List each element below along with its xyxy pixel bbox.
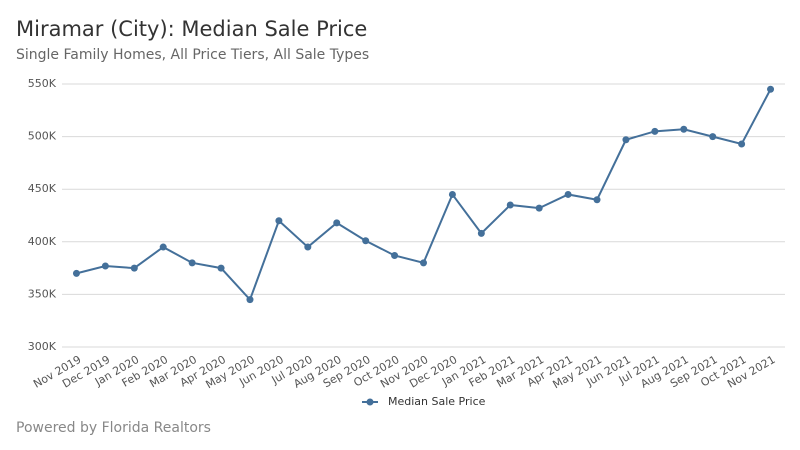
data-point <box>622 136 630 144</box>
chart-title: Miramar (City): Median Sale Price <box>16 17 367 41</box>
data-point <box>188 259 196 267</box>
data-point <box>72 269 80 277</box>
data-point <box>477 229 485 237</box>
data-point <box>506 201 514 209</box>
series-line <box>76 88 772 302</box>
data-point <box>535 204 543 212</box>
data-point <box>304 243 312 251</box>
data-point <box>217 264 225 272</box>
footer: Powered by Florida Realtors <box>16 420 211 436</box>
legend-label: Median Sale Price <box>388 395 486 408</box>
data-point <box>767 85 775 93</box>
data-point <box>159 243 167 251</box>
data-point <box>709 133 717 141</box>
y-tick-label: 350K <box>28 287 57 300</box>
data-point <box>275 217 283 225</box>
y-tick-label: 400K <box>28 235 57 248</box>
data-point <box>680 125 688 133</box>
data-point <box>564 190 572 198</box>
legend-marker <box>366 398 374 406</box>
data-point <box>651 127 659 135</box>
data-point <box>362 237 370 245</box>
data-point <box>130 264 138 272</box>
data-point <box>448 190 456 198</box>
data-point <box>101 262 109 270</box>
chart-subtitle: Single Family Homes, All Price Tiers, Al… <box>16 47 369 63</box>
data-point <box>333 219 341 227</box>
data-point <box>391 251 399 259</box>
data-point <box>420 259 427 267</box>
y-tick-label: 300K <box>28 340 57 353</box>
data-point <box>738 140 746 148</box>
y-tick-label: 550K <box>28 77 57 90</box>
y-tick-label: 450K <box>28 182 57 195</box>
data-point <box>246 296 254 304</box>
y-tick-label: 500K <box>28 130 57 143</box>
data-point <box>593 196 601 204</box>
